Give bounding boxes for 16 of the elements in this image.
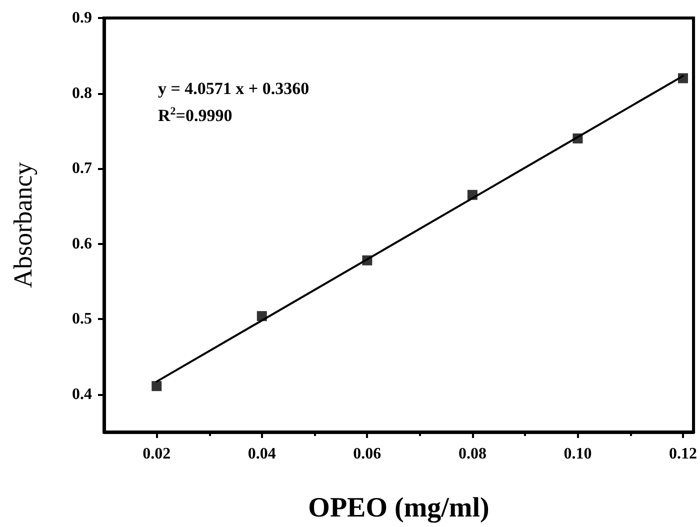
y-tick-label: 0.4: [72, 386, 92, 403]
x-tick-label: 0.06: [353, 446, 382, 462]
y-tick-label: 0.7: [72, 160, 92, 178]
y-tick-label: 0.9: [72, 10, 92, 26]
x-tick-label: 0.04: [248, 446, 276, 462]
y-tick-label: 0.6: [72, 235, 92, 252]
x-tick-label: 0.10: [564, 446, 592, 462]
y-axis-title: Absorbancy: [8, 162, 38, 288]
x-axis-title: OPEO (mg/ml): [308, 492, 490, 524]
annotation: y = 4.0571 x + 0.3360: [158, 79, 310, 98]
x-tick-label: 0.12: [669, 446, 697, 462]
x-tick-label: 0.08: [458, 446, 486, 462]
x-tick-label: 0.02: [142, 446, 171, 462]
point: [152, 381, 162, 392]
y-tick-label: 0.8: [72, 84, 92, 102]
y-tick-label: 0.5: [72, 310, 92, 328]
